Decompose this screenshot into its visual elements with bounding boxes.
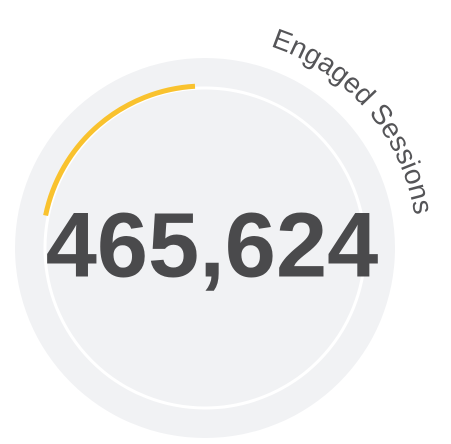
gauge-background xyxy=(15,58,395,438)
gauge-track xyxy=(43,86,367,410)
kpi-value: 465,624 xyxy=(46,194,379,296)
gauge-progress-arc xyxy=(43,83,196,217)
